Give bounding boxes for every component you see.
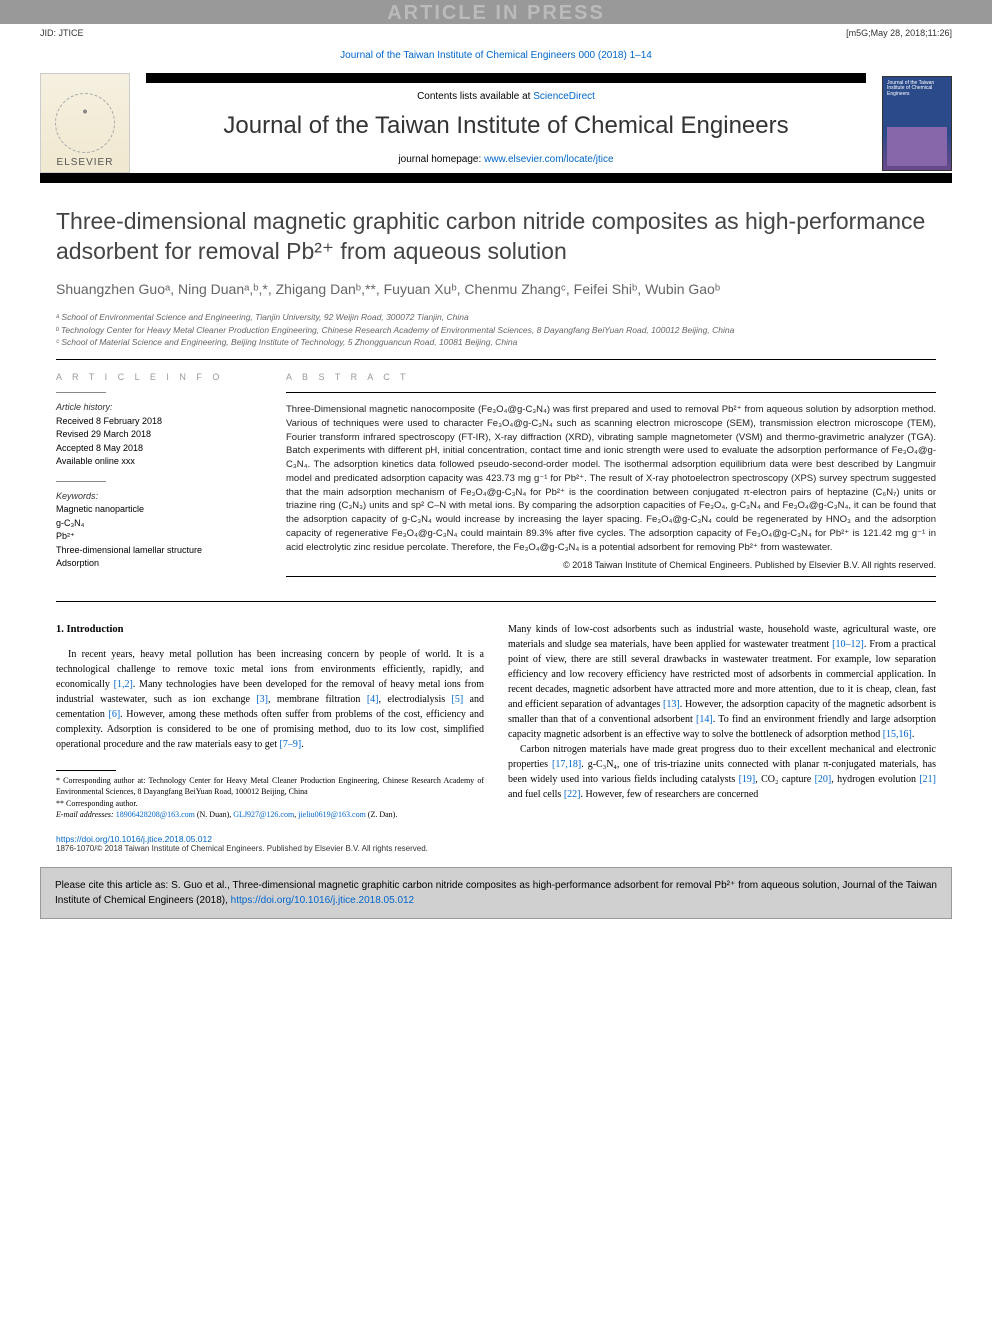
intro-paragraph-1: In recent years, heavy metal pollution h… — [56, 647, 484, 752]
abstract-top-rule — [286, 392, 936, 393]
body-two-column: 1. Introduction In recent years, heavy m… — [56, 622, 936, 821]
journal-masthead: ELSEVIER Contents lists available at Sci… — [0, 73, 992, 173]
keyword-1: Magnetic nanoparticle — [56, 503, 256, 517]
email-addresses-line: E-mail addresses: 18906428208@163.com (N… — [56, 809, 484, 820]
journal-title: Journal of the Taiwan Institute of Chemi… — [146, 112, 866, 140]
proof-timestamp: [m5G;May 28, 2018;11:26] — [846, 28, 952, 38]
abstract-column: A B S T R A C T Three-Dimensional magnet… — [286, 372, 936, 583]
doi-line: https://doi.org/10.1016/j.jtice.2018.05.… — [56, 834, 936, 844]
cover-title-text: Journal of the Taiwan Institute of Chemi… — [887, 81, 947, 98]
jid-code: JID: JTICE — [40, 28, 84, 38]
journal-reference-line: Journal of the Taiwan Institute of Chemi… — [0, 42, 992, 73]
issn-copyright-line: 1876-1070/© 2018 Taiwan Institute of Che… — [56, 844, 936, 853]
email-link-1[interactable]: 18906428208@163.com — [116, 810, 195, 819]
footnote-rule — [56, 770, 116, 771]
doi-link[interactable]: https://doi.org/10.1016/j.jtice.2018.05.… — [56, 834, 212, 844]
masthead-top-rule — [146, 73, 866, 83]
email-link-2[interactable]: GLJ927@126.com — [233, 810, 294, 819]
abstract-copyright: © 2018 Taiwan Institute of Chemical Engi… — [286, 560, 936, 570]
cite-this-article-box: Please cite this article as: S. Guo et a… — [40, 867, 952, 919]
proof-meta-row: JID: JTICE [m5G;May 28, 2018;11:26] — [0, 24, 992, 42]
intro-paragraph-2: Many kinds of low-cost adsorbents such a… — [508, 622, 936, 742]
body-left-column: 1. Introduction In recent years, heavy m… — [56, 622, 484, 821]
abstract-text: Three-Dimensional magnetic nanocomposite… — [286, 403, 936, 554]
proof-header-strip: ARTICLE IN PRESS — [0, 0, 992, 24]
affiliation-a: ᵃ School of Environmental Science and En… — [56, 311, 936, 324]
cover-art-icon — [887, 127, 947, 166]
keywords-block: Keywords: Magnetic nanoparticle g-C₃N₄ P… — [56, 490, 256, 571]
elsevier-logo: ELSEVIER — [40, 73, 130, 173]
keywords-label: Keywords: — [56, 490, 256, 504]
elsevier-tree-icon — [55, 93, 115, 153]
sciencedirect-link[interactable]: ScienceDirect — [533, 91, 595, 102]
corresponding-author-2: ** Corresponding author. — [56, 798, 484, 809]
history-label: Article history: — [56, 401, 256, 415]
journal-homepage-line: journal homepage: www.elsevier.com/locat… — [146, 154, 866, 165]
info-rule-2 — [56, 481, 106, 482]
rule-above-abstract — [56, 359, 936, 360]
keyword-2: g-C₃N₄ — [56, 517, 256, 531]
affiliation-b: ᵇ Technology Center for Heavy Metal Clea… — [56, 324, 936, 337]
contents-available-line: Contents lists available at ScienceDirec… — [146, 91, 866, 102]
article-info-column: A R T I C L E I N F O Article history: R… — [56, 372, 256, 583]
history-online: Available online xxx — [56, 455, 256, 469]
affiliation-c: ᶜ School of Material Science and Enginee… — [56, 336, 936, 349]
history-revised: Revised 29 March 2018 — [56, 428, 256, 442]
article-info-heading: A R T I C L E I N F O — [56, 372, 256, 382]
citebox-doi-link[interactable]: https://doi.org/10.1016/j.jtice.2018.05.… — [231, 895, 414, 906]
intro-paragraph-3: Carbon nitrogen materials have made grea… — [508, 742, 936, 802]
abstract-heading: A B S T R A C T — [286, 372, 936, 382]
author-list: Shuangzhen Guoᵃ, Ning Duanᵃ,ᵇ,*, Zhigang… — [56, 281, 936, 297]
keyword-5: Adsorption — [56, 557, 256, 571]
history-received: Received 8 February 2018 — [56, 415, 256, 429]
rule-above-body — [56, 601, 936, 602]
affiliations-block: ᵃ School of Environmental Science and En… — [56, 311, 936, 349]
abstract-bottom-rule — [286, 576, 936, 577]
article-title: Three-dimensional magnetic graphitic car… — [56, 207, 936, 267]
journal-cover-thumbnail: Journal of the Taiwan Institute of Chemi… — [882, 76, 952, 171]
corresponding-author-1: * Corresponding author at: Technology Ce… — [56, 775, 484, 797]
article-in-press-banner: ARTICLE IN PRESS — [387, 2, 605, 25]
email-link-3[interactable]: jieliu0619@163.com — [298, 810, 366, 819]
journal-homepage-link[interactable]: www.elsevier.com/locate/jtice — [484, 154, 614, 165]
footnotes-block: * Corresponding author at: Technology Ce… — [56, 764, 484, 820]
keyword-3: Pb²⁺ — [56, 530, 256, 544]
masthead-bottom-rule — [40, 173, 952, 183]
info-rule-1 — [56, 392, 106, 393]
article-history-block: Article history: Received 8 February 201… — [56, 401, 256, 469]
keyword-4: Three-dimensional lamellar structure — [56, 544, 256, 558]
history-accepted: Accepted 8 May 2018 — [56, 442, 256, 456]
body-right-column: Many kinds of low-cost adsorbents such a… — [508, 622, 936, 821]
section-1-heading: 1. Introduction — [56, 622, 484, 638]
elsevier-wordmark: ELSEVIER — [57, 153, 114, 172]
